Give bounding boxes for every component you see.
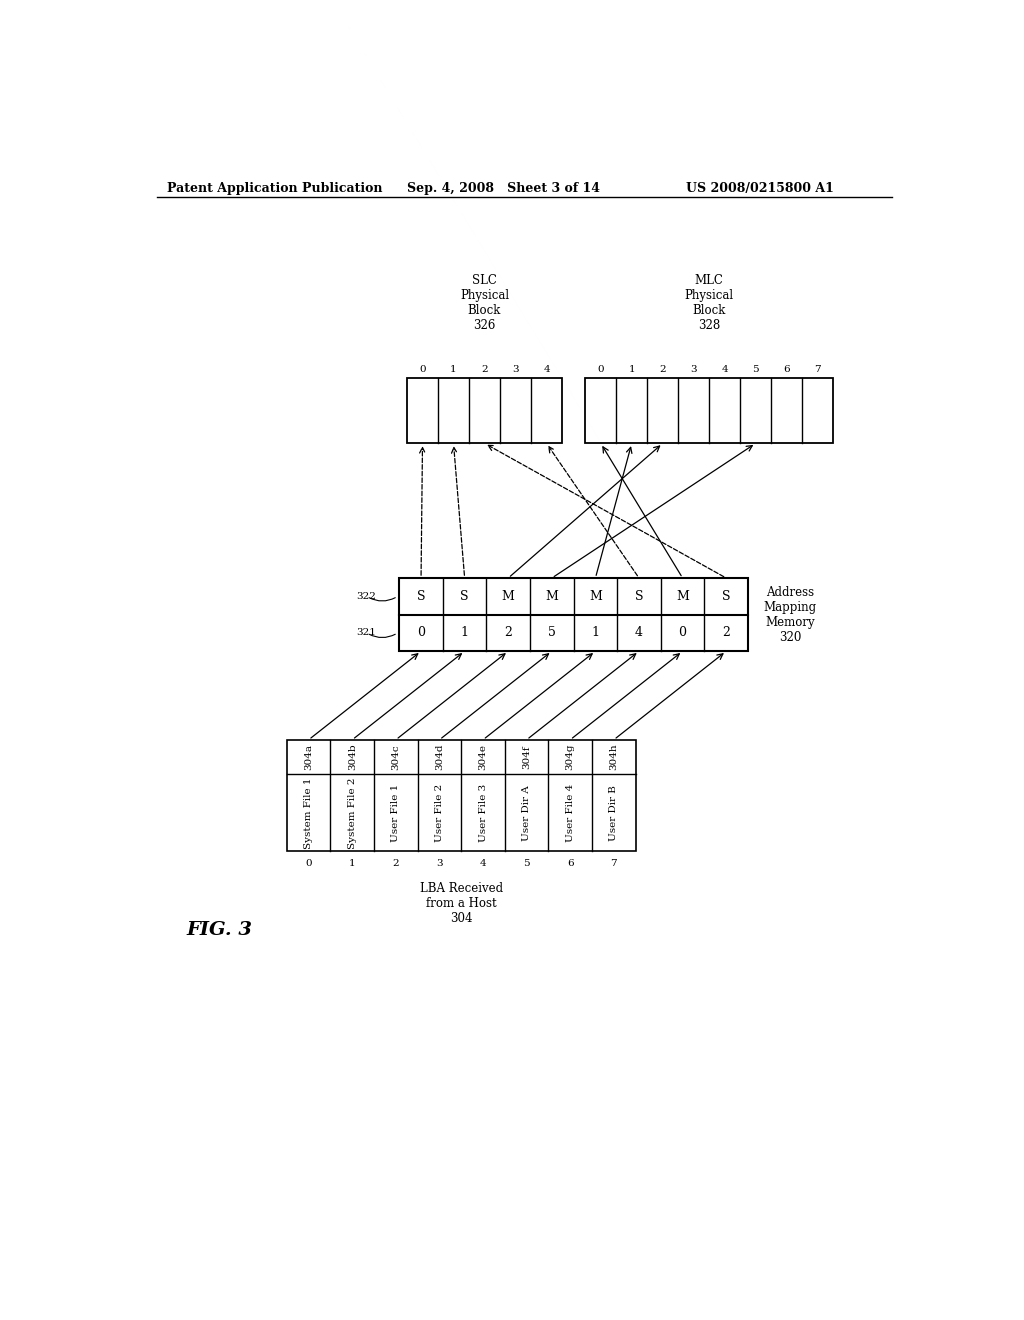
Text: 5: 5 bbox=[548, 627, 556, 639]
Text: 304g: 304g bbox=[565, 744, 574, 771]
Text: 321: 321 bbox=[356, 628, 377, 638]
Text: 3: 3 bbox=[690, 366, 697, 374]
Text: M: M bbox=[589, 590, 602, 603]
Text: 7: 7 bbox=[610, 859, 617, 869]
Bar bbox=[407, 378, 562, 444]
Text: S: S bbox=[635, 590, 643, 603]
Text: 6: 6 bbox=[567, 859, 573, 869]
Text: SLC
Physical
Block
326: SLC Physical Block 326 bbox=[460, 273, 509, 331]
Text: 2: 2 bbox=[392, 859, 399, 869]
Text: 304e: 304e bbox=[478, 744, 487, 770]
Text: FIG. 3: FIG. 3 bbox=[186, 921, 252, 939]
Text: 5: 5 bbox=[753, 366, 759, 374]
Text: 304f: 304f bbox=[522, 746, 531, 768]
Text: 0: 0 bbox=[597, 366, 604, 374]
Text: Address
Mapping
Memory
320: Address Mapping Memory 320 bbox=[764, 586, 816, 644]
Text: LBA Received
from a Host
304: LBA Received from a Host 304 bbox=[420, 882, 503, 925]
Text: 2: 2 bbox=[722, 627, 730, 639]
Text: 0: 0 bbox=[417, 627, 425, 639]
Text: 4: 4 bbox=[722, 366, 728, 374]
Text: User File 2: User File 2 bbox=[435, 784, 444, 842]
Text: 3: 3 bbox=[512, 366, 519, 374]
Bar bbox=[586, 378, 834, 444]
Text: System File 2: System File 2 bbox=[348, 777, 356, 849]
Text: User File 1: User File 1 bbox=[391, 784, 400, 842]
Text: 0: 0 bbox=[419, 366, 426, 374]
Text: System File 1: System File 1 bbox=[304, 777, 313, 849]
Text: User File 3: User File 3 bbox=[478, 784, 487, 842]
Bar bbox=[399, 578, 748, 651]
Text: US 2008/0215800 A1: US 2008/0215800 A1 bbox=[686, 182, 834, 194]
Bar bbox=[287, 739, 636, 851]
Text: 1: 1 bbox=[451, 366, 457, 374]
Text: M: M bbox=[502, 590, 515, 603]
Text: M: M bbox=[676, 590, 689, 603]
Text: 7: 7 bbox=[814, 366, 821, 374]
Text: 5: 5 bbox=[523, 859, 530, 869]
Text: S: S bbox=[461, 590, 469, 603]
Text: 1: 1 bbox=[592, 627, 599, 639]
Text: 2: 2 bbox=[659, 366, 666, 374]
Text: 6: 6 bbox=[783, 366, 791, 374]
Text: 4: 4 bbox=[543, 366, 550, 374]
Text: 4: 4 bbox=[479, 859, 486, 869]
Text: User Dir A: User Dir A bbox=[522, 785, 531, 841]
Text: 304h: 304h bbox=[609, 743, 618, 771]
Text: 2: 2 bbox=[504, 627, 512, 639]
Text: 2: 2 bbox=[481, 366, 487, 374]
Text: M: M bbox=[546, 590, 558, 603]
Text: Patent Application Publication: Patent Application Publication bbox=[167, 182, 382, 194]
Text: 322: 322 bbox=[356, 591, 377, 601]
Text: S: S bbox=[722, 590, 730, 603]
Text: 3: 3 bbox=[436, 859, 442, 869]
Text: Sep. 4, 2008   Sheet 3 of 14: Sep. 4, 2008 Sheet 3 of 14 bbox=[407, 182, 600, 194]
Text: 304b: 304b bbox=[348, 743, 356, 771]
Text: MLC
Physical
Block
328: MLC Physical Block 328 bbox=[685, 273, 734, 331]
Text: 0: 0 bbox=[305, 859, 312, 869]
Text: 304c: 304c bbox=[391, 744, 400, 770]
Text: S: S bbox=[417, 590, 425, 603]
Text: 4: 4 bbox=[635, 627, 643, 639]
Text: 1: 1 bbox=[349, 859, 355, 869]
Text: 304a: 304a bbox=[304, 744, 313, 770]
Text: 0: 0 bbox=[679, 627, 687, 639]
Text: 304d: 304d bbox=[435, 744, 444, 771]
Text: 1: 1 bbox=[461, 627, 469, 639]
Text: User File 4: User File 4 bbox=[565, 784, 574, 842]
Text: User Dir B: User Dir B bbox=[609, 785, 618, 841]
Text: 1: 1 bbox=[629, 366, 635, 374]
